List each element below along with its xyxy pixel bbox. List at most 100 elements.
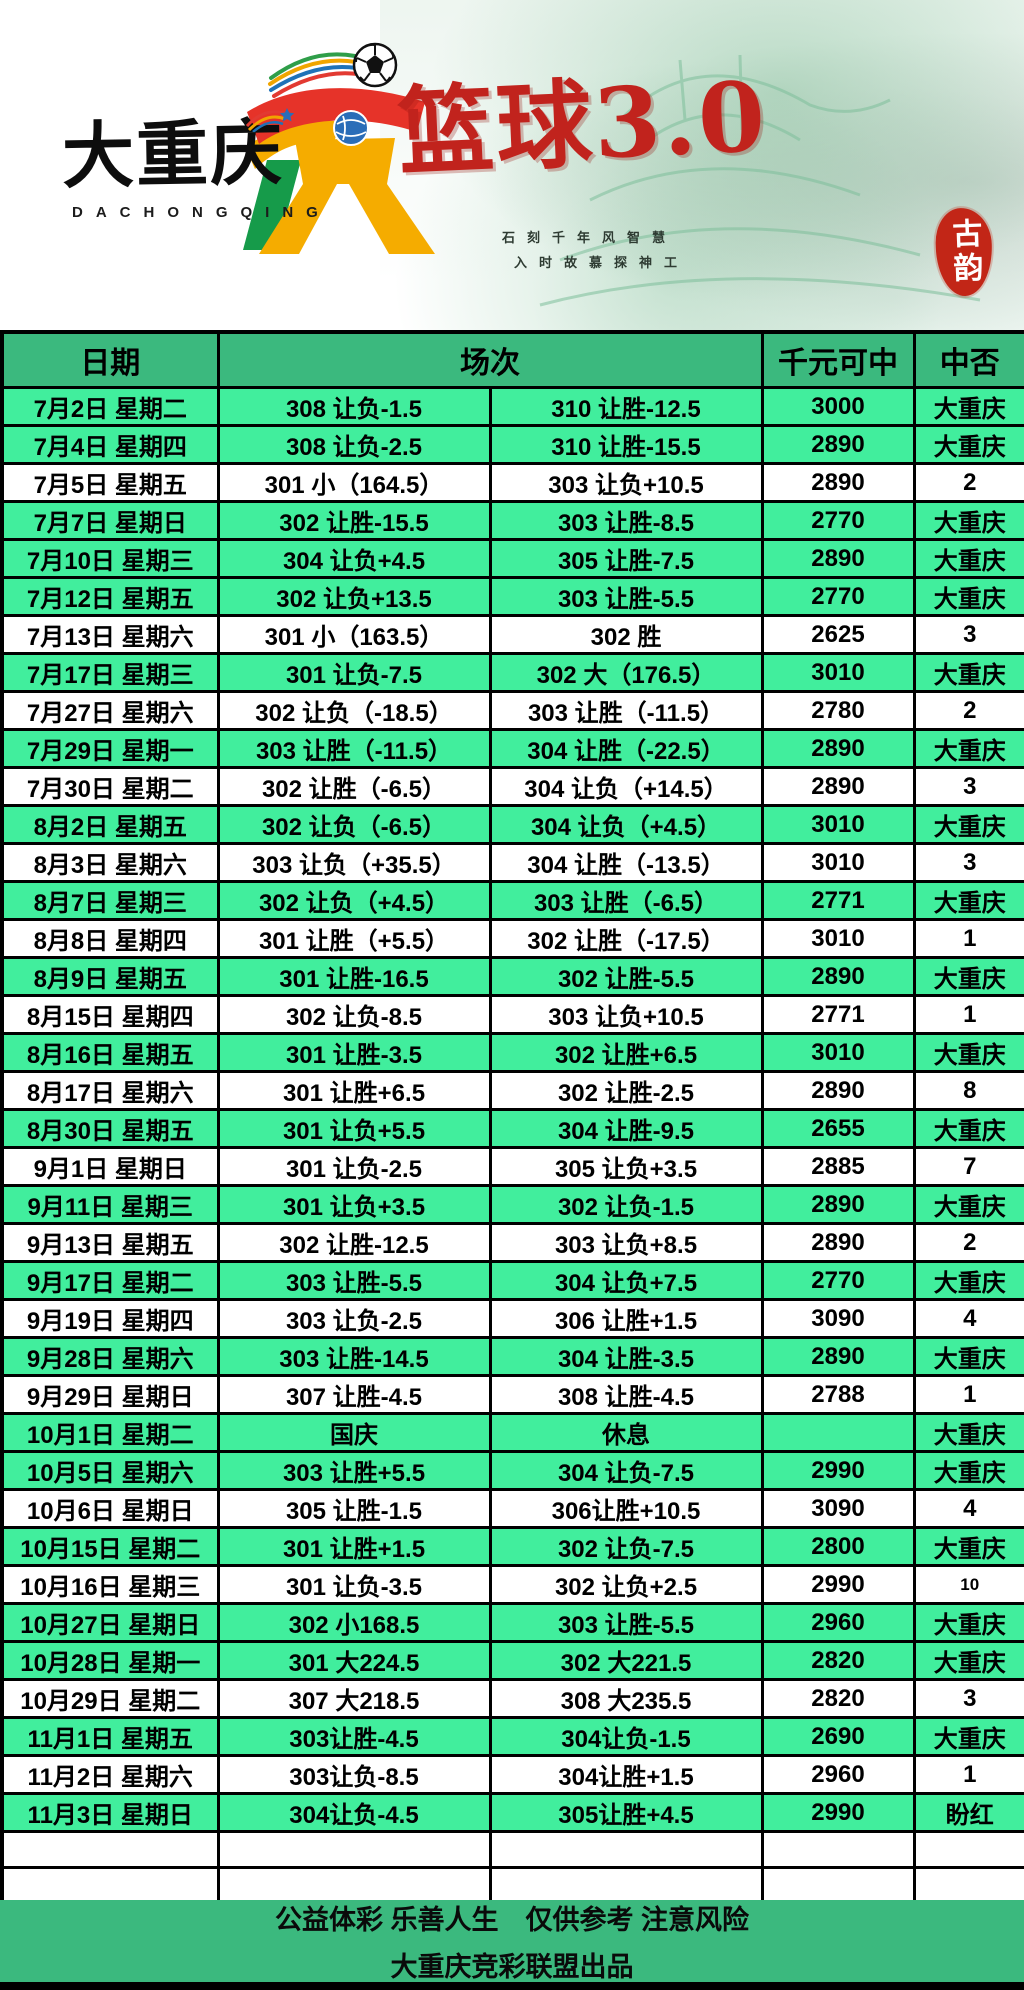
- table-row: 9月1日 星期日 301 让负-2.5 305 让负+3.5 2885 7: [0, 1146, 1024, 1187]
- win-amount-cell: 3010: [760, 842, 916, 883]
- win-amount-cell: 2770: [760, 500, 916, 541]
- match2-cell: [488, 1830, 764, 1869]
- match1-cell: 301 让负-7.5: [216, 652, 492, 693]
- win-amount-cell: 2990: [760, 1792, 916, 1833]
- match1-cell: 308 让负-1.5: [216, 386, 492, 427]
- table-row: 7月4日 星期四 308 让负-2.5 310 让胜-15.5 2890 大重庆: [0, 424, 1024, 465]
- match1-cell: 302 让胜-12.5: [216, 1222, 492, 1263]
- date-cell: 7月7日 星期日: [0, 500, 220, 541]
- date-cell: 10月27日 星期日: [0, 1602, 220, 1643]
- win-amount-cell: 2625: [760, 614, 916, 655]
- match1-cell: 303 让胜（-11.5）: [216, 728, 492, 769]
- result-cell: 1: [912, 994, 1024, 1035]
- date-cell: 7月29日 星期一: [0, 728, 220, 769]
- table-row: 10月27日 星期日 302 小168.5 303 让胜-5.5 2960 大重…: [0, 1602, 1024, 1643]
- result-cell: 大重庆: [912, 1336, 1024, 1377]
- match1-cell: 301 让负+3.5: [216, 1184, 492, 1225]
- match2-cell: 304 让负-7.5: [488, 1450, 764, 1491]
- footer-disclaimer: 公益体彩 乐善人生 仅供参考 注意风险: [274, 1905, 749, 1935]
- match2-cell: 302 让胜-5.5: [488, 956, 764, 997]
- match2-cell: 303 让胜（-11.5）: [488, 690, 764, 731]
- win-amount-cell: 2885: [760, 1146, 916, 1187]
- match1-cell: 301 大224.5: [216, 1640, 492, 1681]
- match1-cell: 301 让胜+6.5: [216, 1070, 492, 1111]
- win-amount-cell: 2890: [760, 1222, 916, 1263]
- win-amount-cell: 2990: [760, 1450, 916, 1491]
- match1-cell: 303 让胜+5.5: [216, 1450, 492, 1491]
- table-row: 8月8日 星期四 301 让胜（+5.5） 302 让胜（-17.5） 3010…: [0, 918, 1024, 959]
- match1-cell: 301 小（163.5）: [216, 614, 492, 655]
- footer-credit: 大重庆竞彩联盟出品: [390, 1952, 634, 1982]
- date-cell: 10月16日 星期三: [0, 1564, 220, 1605]
- result-cell: 8: [912, 1070, 1024, 1111]
- match1-cell: 302 让胜-15.5: [216, 500, 492, 541]
- match2-cell: [488, 1866, 764, 1905]
- match2-cell: 302 让胜-2.5: [488, 1070, 764, 1111]
- match1-cell: 301 让负-2.5: [216, 1146, 492, 1187]
- table-row: 8月7日 星期三 302 让负（+4.5） 303 让胜（-6.5） 2771 …: [0, 880, 1024, 921]
- win-amount-cell: [760, 1830, 916, 1869]
- match1-cell: 303让负-8.5: [216, 1754, 492, 1795]
- architecture-sketch-background: [380, 0, 1024, 330]
- match1-cell: 304 让负+4.5: [216, 538, 492, 579]
- date-cell: 9月28日 星期六: [0, 1336, 220, 1377]
- date-cell: 7月12日 星期五: [0, 576, 220, 617]
- result-cell: [912, 1866, 1024, 1905]
- win-amount-cell: 2820: [760, 1640, 916, 1681]
- win-amount-cell: 2655: [760, 1108, 916, 1149]
- match2-cell: 303 让负+10.5: [488, 994, 764, 1035]
- match1-cell: 302 让负-8.5: [216, 994, 492, 1035]
- date-cell: 7月27日 星期六: [0, 690, 220, 731]
- match1-cell: 302 让负（-6.5）: [216, 804, 492, 845]
- table-row: 9月29日 星期日 307 让胜-4.5 308 让胜-4.5 2788 1: [0, 1374, 1024, 1415]
- table-row: 7月5日 星期五 301 小（164.5） 303 让负+10.5 2890 2: [0, 462, 1024, 503]
- date-cell: 10月6日 星期日: [0, 1488, 220, 1529]
- match2-cell: 306 让胜+1.5: [488, 1298, 764, 1339]
- table-row: 7月30日 星期二 302 让胜（-6.5） 304 让负（+14.5） 289…: [0, 766, 1024, 807]
- match1-cell: 301 让负-3.5: [216, 1564, 492, 1605]
- date-cell: 8月9日 星期五: [0, 956, 220, 997]
- match2-cell: 302 让负+2.5: [488, 1564, 764, 1605]
- match2-cell: 304 让胜-9.5: [488, 1108, 764, 1149]
- table-row: 8月2日 星期五 302 让负（-6.5） 304 让负（+4.5） 3010 …: [0, 804, 1024, 845]
- win-amount-cell: 2890: [760, 462, 916, 503]
- column-header-win-amount: 千元可中: [760, 330, 916, 389]
- match2-cell: 304让胜+1.5: [488, 1754, 764, 1795]
- result-cell: [912, 1830, 1024, 1869]
- rainbow-star-icon: [245, 108, 295, 132]
- match2-cell: 302 让胜（-17.5）: [488, 918, 764, 959]
- table-row: 9月13日 星期五 302 让胜-12.5 303 让负+8.5 2890 2: [0, 1222, 1024, 1263]
- match1-cell: 304让负-4.5: [216, 1792, 492, 1833]
- red-seal-stamp: 古韵: [934, 207, 994, 297]
- date-cell: 10月5日 星期六: [0, 1450, 220, 1491]
- column-header-result: 中否: [912, 330, 1024, 389]
- win-amount-cell: [760, 1412, 916, 1453]
- soccer-ball-icon: [352, 42, 398, 88]
- results-table: 日期 场次 千元可中 中否 7月2日 星期二 308 让负-1.5 310 让胜…: [0, 330, 1024, 1978]
- date-cell: 9月11日 星期三: [0, 1184, 220, 1225]
- table-row: 8月30日 星期五 301 让负+5.5 304 让胜-9.5 2655 大重庆: [0, 1108, 1024, 1149]
- table-row: 10月16日 星期三 301 让负-3.5 302 让负+2.5 2990 10: [0, 1564, 1024, 1605]
- date-cell: 8月7日 星期三: [0, 880, 220, 921]
- result-cell: 大重庆: [912, 576, 1024, 617]
- poster-title: 篮球3.0: [395, 60, 770, 189]
- date-cell: 7月13日 星期六: [0, 614, 220, 655]
- win-amount-cell: 3010: [760, 918, 916, 959]
- table-row: 10月29日 星期二 307 大218.5 308 大235.5 2820 3: [0, 1678, 1024, 1719]
- table-row: 8月9日 星期五 301 让胜-16.5 302 让胜-5.5 2890 大重庆: [0, 956, 1024, 997]
- result-cell: 大重庆: [912, 386, 1024, 427]
- win-amount-cell: 2890: [760, 766, 916, 807]
- match2-cell: 302 胜: [488, 614, 764, 655]
- match2-cell: 304 让胜（-22.5）: [488, 728, 764, 769]
- column-header-matches: 场次: [216, 330, 764, 389]
- table-row: 7月27日 星期六 302 让负（-18.5） 303 让胜（-11.5） 27…: [0, 690, 1024, 731]
- result-cell: 大重庆: [912, 956, 1024, 997]
- win-amount-cell: 2890: [760, 1184, 916, 1225]
- date-cell: 9月1日 星期日: [0, 1146, 220, 1187]
- match2-cell: 302 大221.5: [488, 1640, 764, 1681]
- match2-cell: 304 让胜-3.5: [488, 1336, 764, 1377]
- win-amount-cell: 2788: [760, 1374, 916, 1415]
- match2-cell: 304 让负+7.5: [488, 1260, 764, 1301]
- date-cell: 7月2日 星期二: [0, 386, 220, 427]
